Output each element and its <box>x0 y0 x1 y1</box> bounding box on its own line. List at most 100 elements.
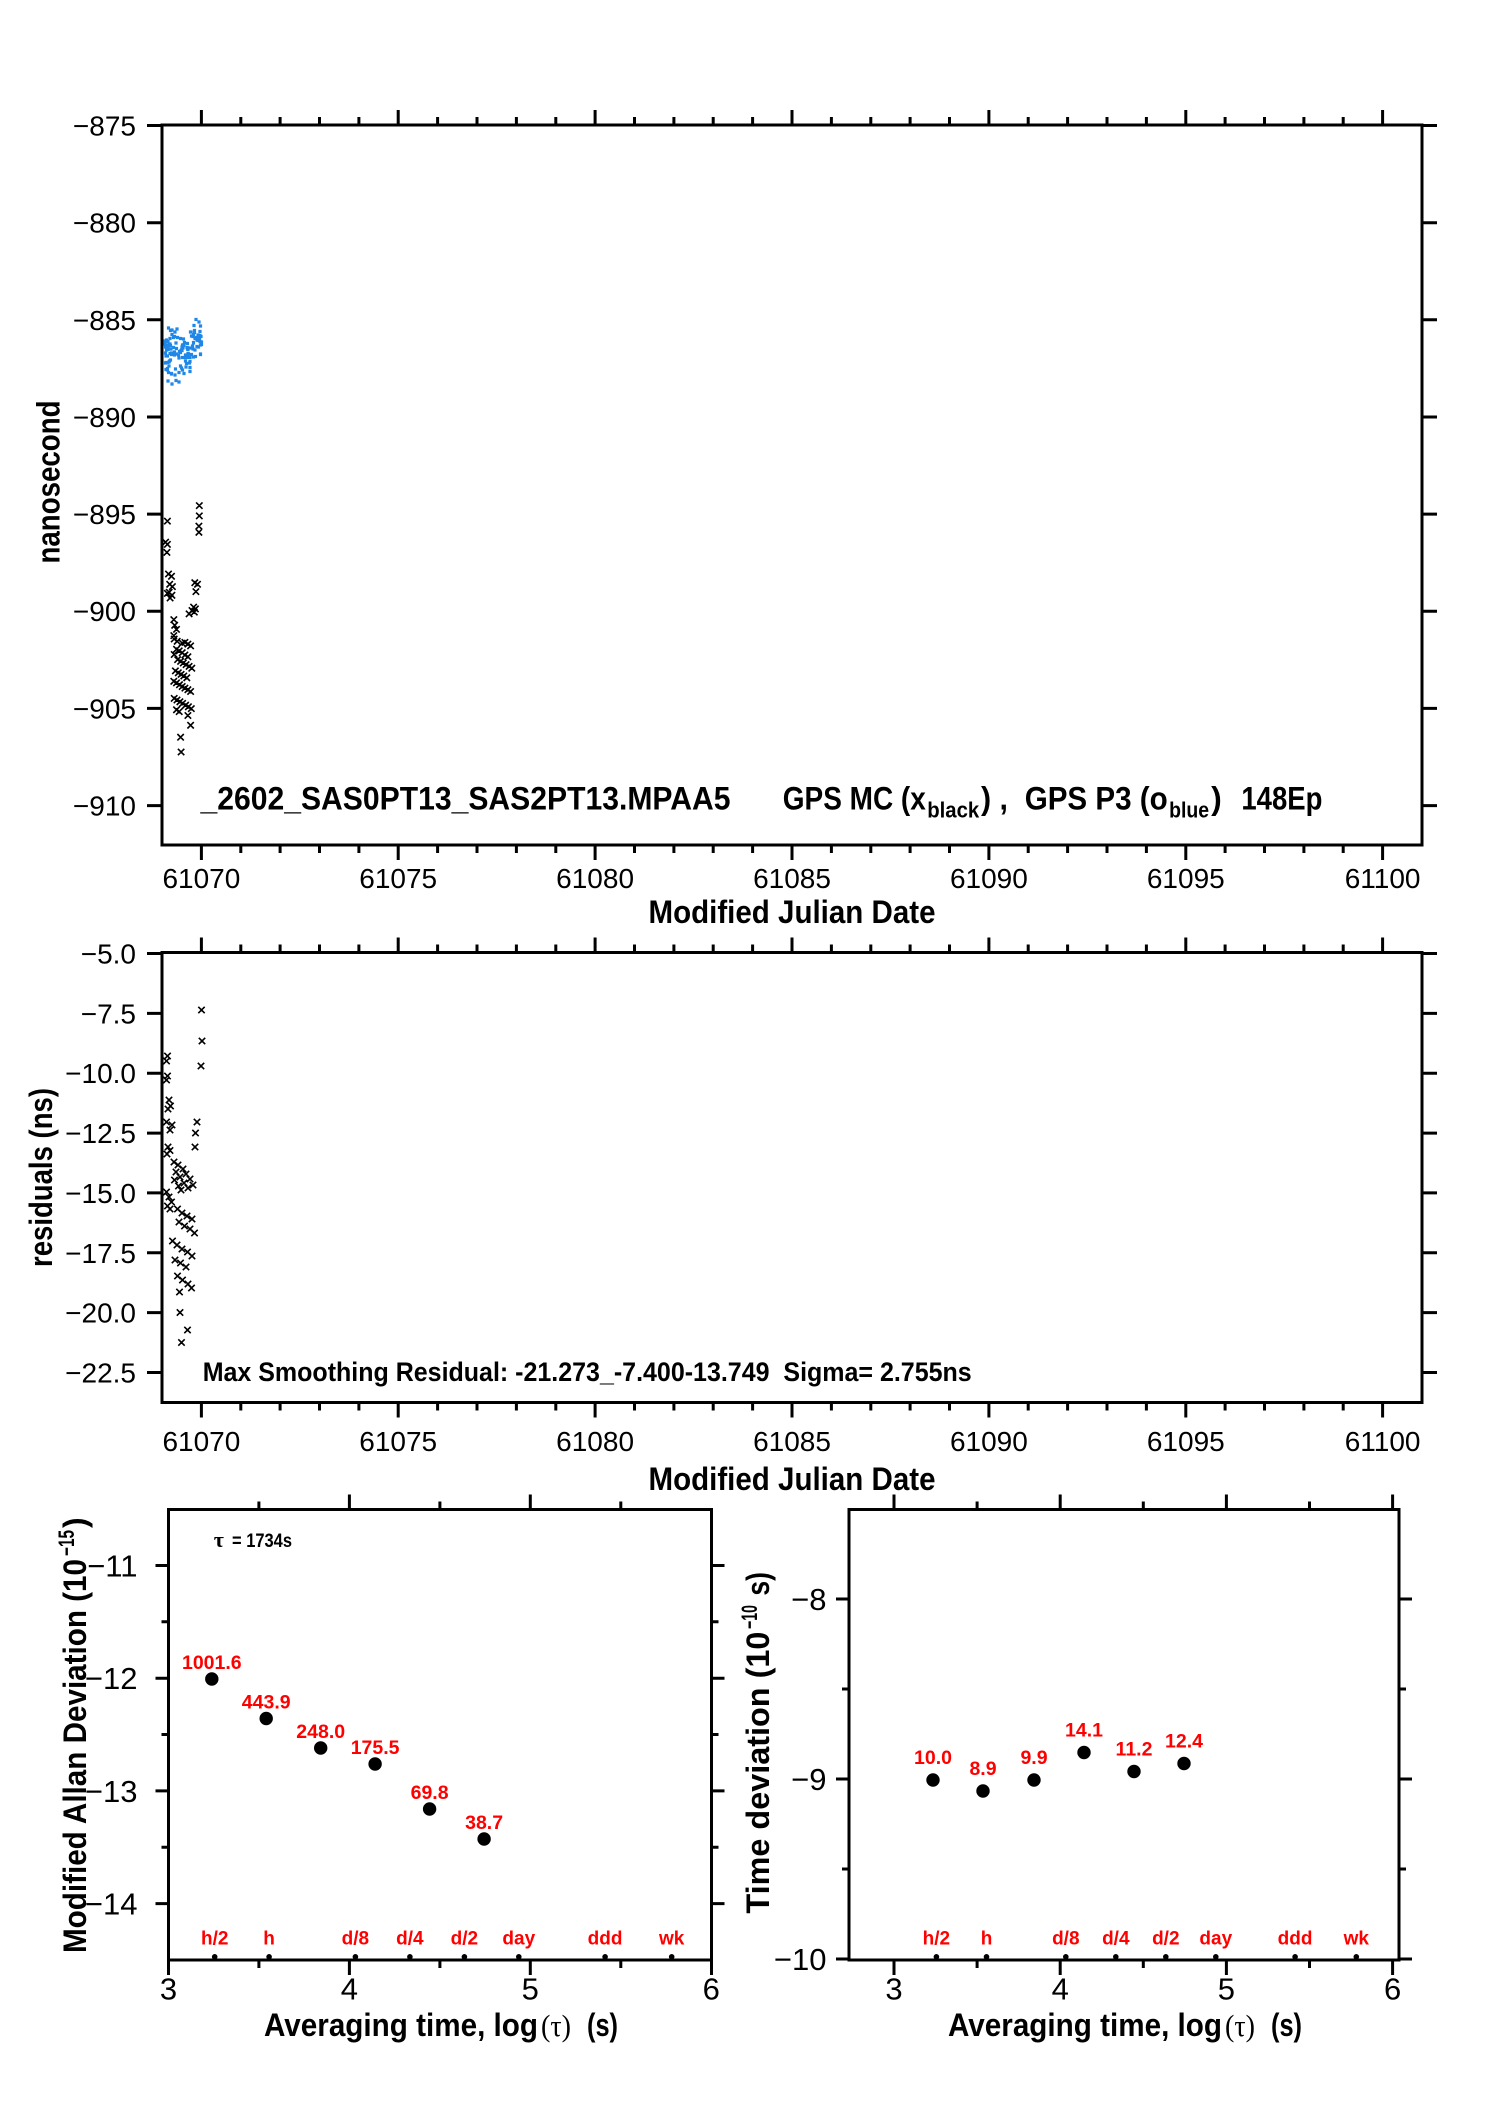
svg-text:−20.0: −20.0 <box>65 1298 136 1329</box>
svg-text:(s): (s) <box>587 2007 618 2043</box>
svg-text:d/8: d/8 <box>1052 1929 1079 1950</box>
svg-text:−22.5: −22.5 <box>65 1358 136 1389</box>
svg-text:Time deviation (10: Time deviation (10 <box>740 1632 776 1914</box>
svg-text:−880: −880 <box>73 208 136 239</box>
svg-text:−8: −8 <box>791 1582 826 1617</box>
svg-text:−875: −875 <box>73 111 136 142</box>
svg-text:61080: 61080 <box>556 1426 634 1457</box>
svg-text:−895: −895 <box>73 499 136 530</box>
svg-text:−14: −14 <box>85 1887 138 1922</box>
svg-text:−15.0: −15.0 <box>65 1178 136 1209</box>
svg-text:Modified Julian Date: Modified Julian Date <box>649 1461 936 1497</box>
svg-text:h: h <box>981 1929 993 1950</box>
svg-text:4: 4 <box>1052 1972 1069 2007</box>
svg-text:s): s) <box>740 1572 776 1603</box>
svg-text:10.0: 10.0 <box>914 1747 952 1769</box>
svg-text:GPS P3 (o: GPS P3 (o <box>1025 781 1168 817</box>
svg-text:12.4: 12.4 <box>1165 1731 1203 1753</box>
svg-text:−11: −11 <box>87 1549 137 1584</box>
svg-text:−10: −10 <box>774 1942 827 1977</box>
svg-text:61100: 61100 <box>1345 1426 1421 1457</box>
svg-text:38.7: 38.7 <box>465 1812 503 1834</box>
svg-text:61100: 61100 <box>1345 863 1421 894</box>
svg-text:3: 3 <box>885 1972 902 2007</box>
svg-text:3: 3 <box>160 1972 177 2007</box>
svg-text:−10: −10 <box>737 1605 762 1629</box>
svg-text:−7.5: −7.5 <box>81 998 136 1029</box>
svg-text:61085: 61085 <box>753 1426 831 1457</box>
svg-text:443.9: 443.9 <box>242 1692 291 1714</box>
svg-text:61080: 61080 <box>556 863 634 894</box>
svg-text:nanosecond: nanosecond <box>31 401 67 564</box>
svg-text:residuals (ns): residuals (ns) <box>23 1088 59 1267</box>
svg-text:−15: −15 <box>54 1530 79 1556</box>
svg-text:61090: 61090 <box>950 863 1028 894</box>
svg-text:−12: −12 <box>85 1661 138 1696</box>
svg-text:): ) <box>1211 781 1222 817</box>
svg-text:69.8: 69.8 <box>411 1782 449 1804</box>
svg-text:1001.6: 1001.6 <box>182 1652 242 1674</box>
svg-text:GPS MC (x: GPS MC (x <box>783 781 926 817</box>
svg-text:−17.5: −17.5 <box>65 1238 136 1269</box>
svg-text:d/2: d/2 <box>1152 1929 1179 1950</box>
svg-text:14.1: 14.1 <box>1065 1720 1103 1742</box>
svg-text:61090: 61090 <box>950 1426 1028 1457</box>
svg-text:Modified Julian Date: Modified Julian Date <box>649 894 936 930</box>
svg-text:wk: wk <box>658 1929 685 1950</box>
svg-text:−890: −890 <box>73 402 136 433</box>
svg-text:61095: 61095 <box>1147 1426 1225 1457</box>
svg-text:−13: −13 <box>85 1774 138 1809</box>
svg-text:day: day <box>1199 1929 1232 1950</box>
svg-text:175.5: 175.5 <box>351 1737 400 1759</box>
svg-text:ddd: ddd <box>1278 1929 1313 1950</box>
svg-text:h/2: h/2 <box>923 1929 950 1950</box>
svg-text:61070: 61070 <box>162 1426 240 1457</box>
svg-text:Modified Allan Deviation (10: Modified Allan Deviation (10 <box>57 1559 93 1953</box>
svg-text:τ: τ <box>214 1527 224 1552</box>
svg-text:Averaging time, log: Averaging time, log <box>264 2007 538 2043</box>
svg-text:−910: −910 <box>73 791 136 822</box>
svg-text:h: h <box>263 1929 275 1950</box>
svg-text:black: black <box>927 798 980 823</box>
svg-text:9.9: 9.9 <box>1020 1747 1047 1769</box>
svg-text:−10.0: −10.0 <box>65 1058 136 1089</box>
svg-text:) ,: ) , <box>981 781 1008 817</box>
svg-text:d/2: d/2 <box>451 1929 478 1950</box>
svg-text:−885: −885 <box>73 305 136 336</box>
svg-text:wk: wk <box>1343 1929 1370 1950</box>
svg-text:11.2: 11.2 <box>1116 1739 1153 1761</box>
svg-text:(τ): (τ) <box>1225 2008 1255 2043</box>
svg-text:−900: −900 <box>73 596 136 627</box>
svg-text:−5.0: −5.0 <box>81 939 136 970</box>
svg-text:= 1734s: = 1734s <box>232 1531 292 1552</box>
svg-text:61075: 61075 <box>359 863 437 894</box>
svg-text:61085: 61085 <box>753 863 831 894</box>
svg-text:6: 6 <box>703 1972 720 2007</box>
svg-text:4: 4 <box>341 1972 358 2007</box>
svg-text:5: 5 <box>1218 1972 1235 2007</box>
svg-text:−905: −905 <box>73 693 136 724</box>
svg-text:_2602_SAS0PT13_SAS2PT13.MPAA5: _2602_SAS0PT13_SAS2PT13.MPAA5 <box>200 781 731 817</box>
svg-text:61095: 61095 <box>1147 863 1225 894</box>
svg-text:d/4: d/4 <box>1102 1929 1130 1950</box>
svg-text:248.0: 248.0 <box>296 1721 345 1743</box>
svg-text:(τ): (τ) <box>541 2008 571 2043</box>
svg-text:−9: −9 <box>791 1762 826 1797</box>
svg-text:ddd: ddd <box>588 1929 623 1950</box>
svg-text:): ) <box>57 1517 93 1528</box>
svg-text:61075: 61075 <box>359 1426 437 1457</box>
svg-text:Max Smoothing Residual: -21.27: Max Smoothing Residual: -21.273_-7.400-1… <box>203 1357 972 1387</box>
svg-text:blue: blue <box>1169 798 1209 823</box>
svg-text:h/2: h/2 <box>201 1929 228 1950</box>
svg-text:d/8: d/8 <box>342 1929 369 1950</box>
svg-text:(s): (s) <box>1271 2007 1302 2043</box>
svg-text:5: 5 <box>522 1972 539 2007</box>
svg-text:Averaging time, log: Averaging time, log <box>948 2007 1222 2043</box>
svg-text:−12.5: −12.5 <box>65 1118 136 1149</box>
svg-text:day: day <box>502 1929 535 1950</box>
svg-text:d/4: d/4 <box>396 1929 424 1950</box>
svg-text:148Ep: 148Ep <box>1241 781 1322 817</box>
svg-text:61070: 61070 <box>162 863 240 894</box>
svg-text:6: 6 <box>1384 1972 1401 2007</box>
svg-text:8.9: 8.9 <box>969 1758 996 1780</box>
